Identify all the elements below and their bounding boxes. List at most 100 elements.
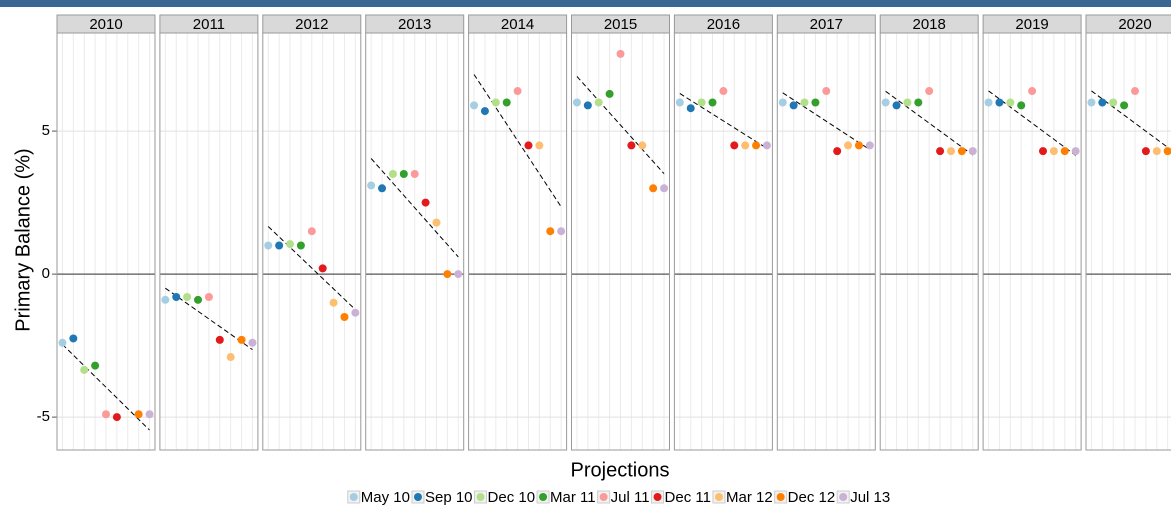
facet-panel: 2013 bbox=[365, 14, 465, 451]
point bbox=[388, 170, 397, 179]
legend-marker bbox=[653, 493, 662, 501]
point bbox=[351, 308, 360, 317]
trend-line bbox=[473, 74, 562, 208]
trend-line bbox=[782, 92, 871, 151]
legend-label: Dec 12 bbox=[788, 489, 836, 506]
point bbox=[708, 98, 717, 107]
legend-label: May 10 bbox=[361, 489, 410, 506]
point bbox=[58, 338, 67, 347]
facet-label: 2017 bbox=[810, 16, 843, 33]
y-tick-label: 0 bbox=[42, 265, 50, 282]
point bbox=[833, 147, 842, 156]
facet-strip bbox=[776, 14, 876, 34]
point bbox=[1141, 147, 1150, 156]
point bbox=[145, 410, 154, 419]
legend-marker bbox=[539, 493, 548, 501]
point bbox=[616, 49, 625, 58]
point bbox=[410, 170, 419, 179]
facet-label: 2018 bbox=[913, 16, 946, 33]
point bbox=[421, 198, 430, 207]
legend-label: Mar 12 bbox=[726, 489, 773, 506]
point bbox=[762, 141, 771, 150]
point bbox=[572, 98, 581, 107]
point bbox=[822, 87, 831, 96]
facet-strip bbox=[571, 14, 670, 34]
top-band bbox=[0, 0, 1171, 7]
point bbox=[443, 270, 452, 279]
point bbox=[957, 147, 966, 156]
point bbox=[161, 295, 170, 304]
point bbox=[399, 170, 408, 179]
trend-line bbox=[576, 76, 665, 175]
point bbox=[524, 141, 533, 150]
point bbox=[968, 147, 977, 156]
facet-panel: 2020 bbox=[1085, 14, 1171, 451]
point bbox=[800, 98, 809, 107]
point bbox=[649, 184, 658, 193]
point bbox=[995, 98, 1004, 107]
point bbox=[638, 141, 647, 150]
point bbox=[546, 227, 555, 236]
point bbox=[984, 98, 993, 107]
point bbox=[719, 87, 728, 96]
point bbox=[491, 98, 500, 107]
facet-strip bbox=[673, 14, 773, 34]
point bbox=[583, 101, 592, 110]
point bbox=[844, 141, 853, 150]
point bbox=[811, 98, 820, 107]
point bbox=[80, 365, 89, 374]
y-tick-label: 5 bbox=[42, 122, 50, 139]
point bbox=[204, 292, 213, 301]
point bbox=[432, 218, 441, 227]
legend-marker bbox=[839, 493, 848, 501]
point bbox=[91, 361, 100, 370]
panel-background bbox=[1086, 33, 1171, 450]
facet-panel: 2012 bbox=[262, 14, 362, 451]
point bbox=[296, 241, 305, 250]
point bbox=[594, 98, 603, 107]
point bbox=[1060, 147, 1069, 156]
point bbox=[480, 107, 489, 116]
point bbox=[1028, 87, 1037, 96]
point bbox=[1049, 147, 1058, 156]
point bbox=[307, 227, 316, 236]
point bbox=[172, 292, 181, 301]
facet-label: 2010 bbox=[89, 16, 122, 33]
facet-panel: 2016 bbox=[673, 14, 773, 451]
point bbox=[1109, 98, 1118, 107]
facet-panel: 2011 bbox=[159, 14, 259, 451]
facet-panel: 2015 bbox=[571, 14, 670, 451]
facet-strip bbox=[468, 14, 568, 34]
facet-label: 2015 bbox=[604, 16, 637, 33]
point bbox=[329, 298, 338, 307]
x-axis-label: Projections bbox=[571, 459, 670, 481]
point bbox=[318, 264, 327, 273]
trend-line bbox=[370, 158, 459, 258]
point bbox=[730, 141, 739, 150]
facet-strip bbox=[879, 14, 979, 34]
point bbox=[1098, 98, 1107, 107]
point bbox=[378, 184, 387, 193]
point bbox=[134, 410, 143, 419]
point bbox=[741, 141, 750, 150]
point bbox=[789, 101, 798, 110]
point bbox=[513, 87, 522, 96]
point bbox=[914, 98, 923, 107]
facet-panel: 2010 bbox=[56, 14, 156, 451]
point bbox=[881, 98, 890, 107]
facet-strip bbox=[982, 14, 1082, 34]
y-tick-label: -5 bbox=[37, 408, 50, 425]
legend-label: Jul 13 bbox=[850, 489, 890, 506]
point bbox=[340, 313, 349, 322]
legend-marker bbox=[349, 493, 358, 501]
legend-label: Jul 11 bbox=[611, 489, 650, 506]
point bbox=[248, 338, 257, 347]
facet-label: 2014 bbox=[501, 16, 534, 33]
point bbox=[1131, 87, 1139, 96]
point bbox=[1017, 101, 1026, 110]
legend-label: Dec 11 bbox=[665, 489, 711, 506]
point bbox=[286, 240, 295, 249]
point bbox=[1152, 147, 1161, 156]
facet-label: 2016 bbox=[707, 16, 740, 33]
